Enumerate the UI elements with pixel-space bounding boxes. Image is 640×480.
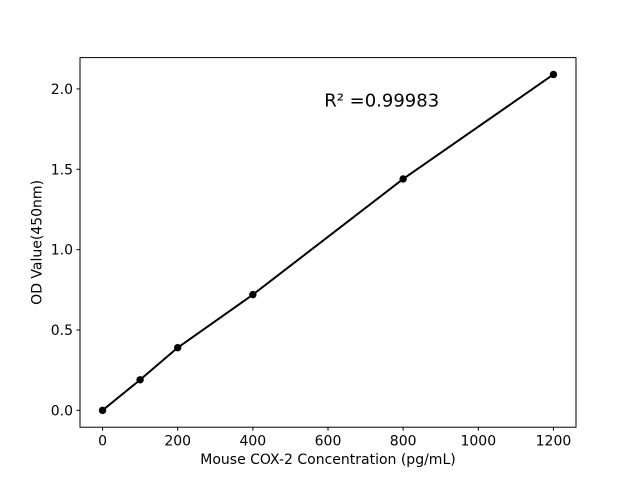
data-point bbox=[136, 376, 144, 384]
y-axis-ticks: 0.0 0.5 1.0 1.5 2.0 bbox=[51, 82, 80, 419]
data-point bbox=[399, 175, 407, 183]
x-tick-label: 400 bbox=[239, 434, 266, 450]
data-point bbox=[98, 406, 107, 415]
y-tick-label: 2.0 bbox=[51, 82, 73, 98]
y-tick-label: 0.0 bbox=[51, 403, 73, 419]
data-point bbox=[174, 343, 182, 352]
plot-frame bbox=[79, 57, 577, 428]
x-tick-label: 600 bbox=[315, 434, 342, 450]
x-axis-ticks: 0 200 400 600 800 1000 1200 bbox=[98, 427, 571, 450]
data-point bbox=[549, 70, 558, 79]
r-squared-annotation: R² =0.99983 bbox=[324, 91, 439, 112]
x-tick-label: 1000 bbox=[460, 434, 496, 450]
x-tick-label: 0 bbox=[98, 434, 107, 450]
y-tick-label: 0.5 bbox=[51, 323, 73, 339]
standard-curve-line bbox=[101, 73, 555, 412]
y-tick-label: 1.5 bbox=[51, 162, 73, 178]
x-tick-label: 1200 bbox=[536, 434, 572, 450]
x-tick-label: 200 bbox=[164, 434, 191, 450]
y-tick-label: 1.0 bbox=[51, 243, 73, 259]
data-series bbox=[98, 70, 558, 415]
x-axis-label: Mouse COX-2 Concentration (pg/mL) bbox=[200, 452, 455, 468]
y-axis-label: OD Value(450nm) bbox=[30, 180, 46, 305]
data-point bbox=[249, 290, 257, 299]
x-tick-label: 800 bbox=[390, 434, 417, 450]
